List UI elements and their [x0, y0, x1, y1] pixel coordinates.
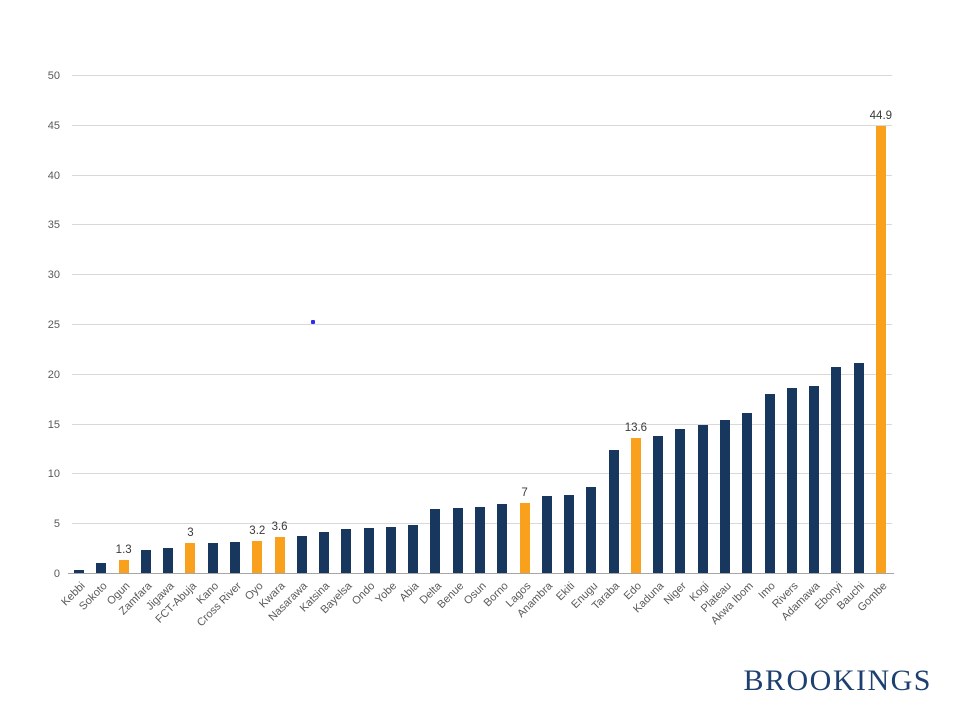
- y-axis-tick-45: 45: [47, 119, 60, 132]
- bar-kwara: [274, 537, 285, 573]
- bar-katsina: [319, 532, 330, 573]
- data-label-oyo: 3.2: [249, 525, 266, 538]
- bar-osun: [475, 507, 485, 573]
- y-axis-tick-15: 15: [47, 418, 60, 431]
- y-axis-tick-25: 25: [47, 319, 60, 331]
- gridline-45: [72, 124, 892, 126]
- y-axis-tick-20: 20: [47, 368, 60, 381]
- x-axis-label-abia: Abia: [397, 580, 422, 605]
- brookings-logo: BROOKINGS: [743, 664, 932, 697]
- x-axis-label-ondo: Ondo: [349, 580, 378, 608]
- bar-kaduna: [653, 435, 664, 573]
- bar-ondo: [363, 528, 374, 573]
- data-label-kwara: 3.6: [271, 521, 288, 534]
- bar-lagos: [519, 503, 530, 573]
- bar-rivers: [786, 387, 797, 573]
- bar-nasarawa: [296, 536, 307, 573]
- gridline-40: [72, 174, 892, 176]
- gridline-15: [72, 423, 892, 425]
- x-axis-line: [68, 573, 894, 574]
- bar-gombe: [875, 125, 886, 573]
- data-label-ogun: 1.3: [115, 544, 132, 557]
- data-label-gombe: 44.9: [869, 109, 893, 122]
- y-axis-tick-50: 50: [47, 70, 60, 82]
- bar-ebonyi: [831, 366, 842, 573]
- bar-imo: [764, 393, 775, 573]
- y-axis-tick-5: 5: [53, 518, 60, 531]
- y-axis-tick-35: 35: [47, 219, 60, 232]
- bar-kogi: [697, 424, 708, 573]
- bar-niger: [675, 428, 686, 573]
- bar-zamfara: [140, 550, 151, 573]
- bar-plateau: [719, 419, 730, 573]
- bar-taraba: [608, 449, 619, 573]
- bar-enugu: [586, 487, 597, 573]
- bar-akwa-ibom: [742, 412, 753, 573]
- bar-chart-plot-area: 0 5 10 15 20 25 30 35 40 45 50 Kebbi Sokoto 1.3 Ogun Za…: [48, 70, 894, 629]
- gridline-50: [72, 75, 892, 76]
- bar-cross-river: [230, 542, 241, 573]
- bar-yobe: [385, 527, 396, 573]
- data-label-fct-abuja: 3: [187, 527, 194, 540]
- y-axis-tick-10: 10: [47, 468, 60, 481]
- stray-marker-dot: [310, 320, 315, 324]
- x-axis-label-borno: Borno: [481, 580, 511, 610]
- bar-kebbi: [74, 570, 85, 573]
- x-axis-label-yobe: Yobe: [373, 580, 400, 606]
- data-label-edo: 13.6: [624, 421, 648, 434]
- bar-abia: [408, 525, 419, 573]
- bar-fct-abuja: [185, 543, 196, 573]
- bar-sokoto: [96, 563, 107, 573]
- bar-benue: [452, 508, 463, 573]
- y-axis-tick-40: 40: [47, 169, 60, 182]
- y-axis-tick-0: 0: [53, 568, 60, 580]
- gridline-10: [72, 473, 892, 475]
- x-axis-label-niger: Niger: [661, 580, 689, 608]
- bar-edo: [630, 437, 641, 573]
- gridline-20: [72, 373, 892, 375]
- bar-bauchi: [853, 362, 864, 573]
- gridline-25: [72, 324, 892, 325]
- bar-kano: [207, 543, 218, 573]
- y-axis-tick-30: 30: [47, 269, 60, 282]
- bar-bayelsa: [341, 529, 352, 573]
- bar-ogun: [118, 560, 129, 573]
- bar-borno: [497, 504, 508, 573]
- bar-oyo: [252, 541, 263, 573]
- bar-jigawa: [163, 548, 174, 573]
- bar-anambra: [541, 496, 552, 573]
- gridline-35: [72, 224, 892, 226]
- bar-adamawa: [809, 385, 820, 573]
- bar-delta: [430, 509, 441, 573]
- data-label-lagos: 7: [521, 487, 528, 500]
- bar-ekiti: [564, 495, 575, 573]
- gridline-30: [72, 274, 892, 276]
